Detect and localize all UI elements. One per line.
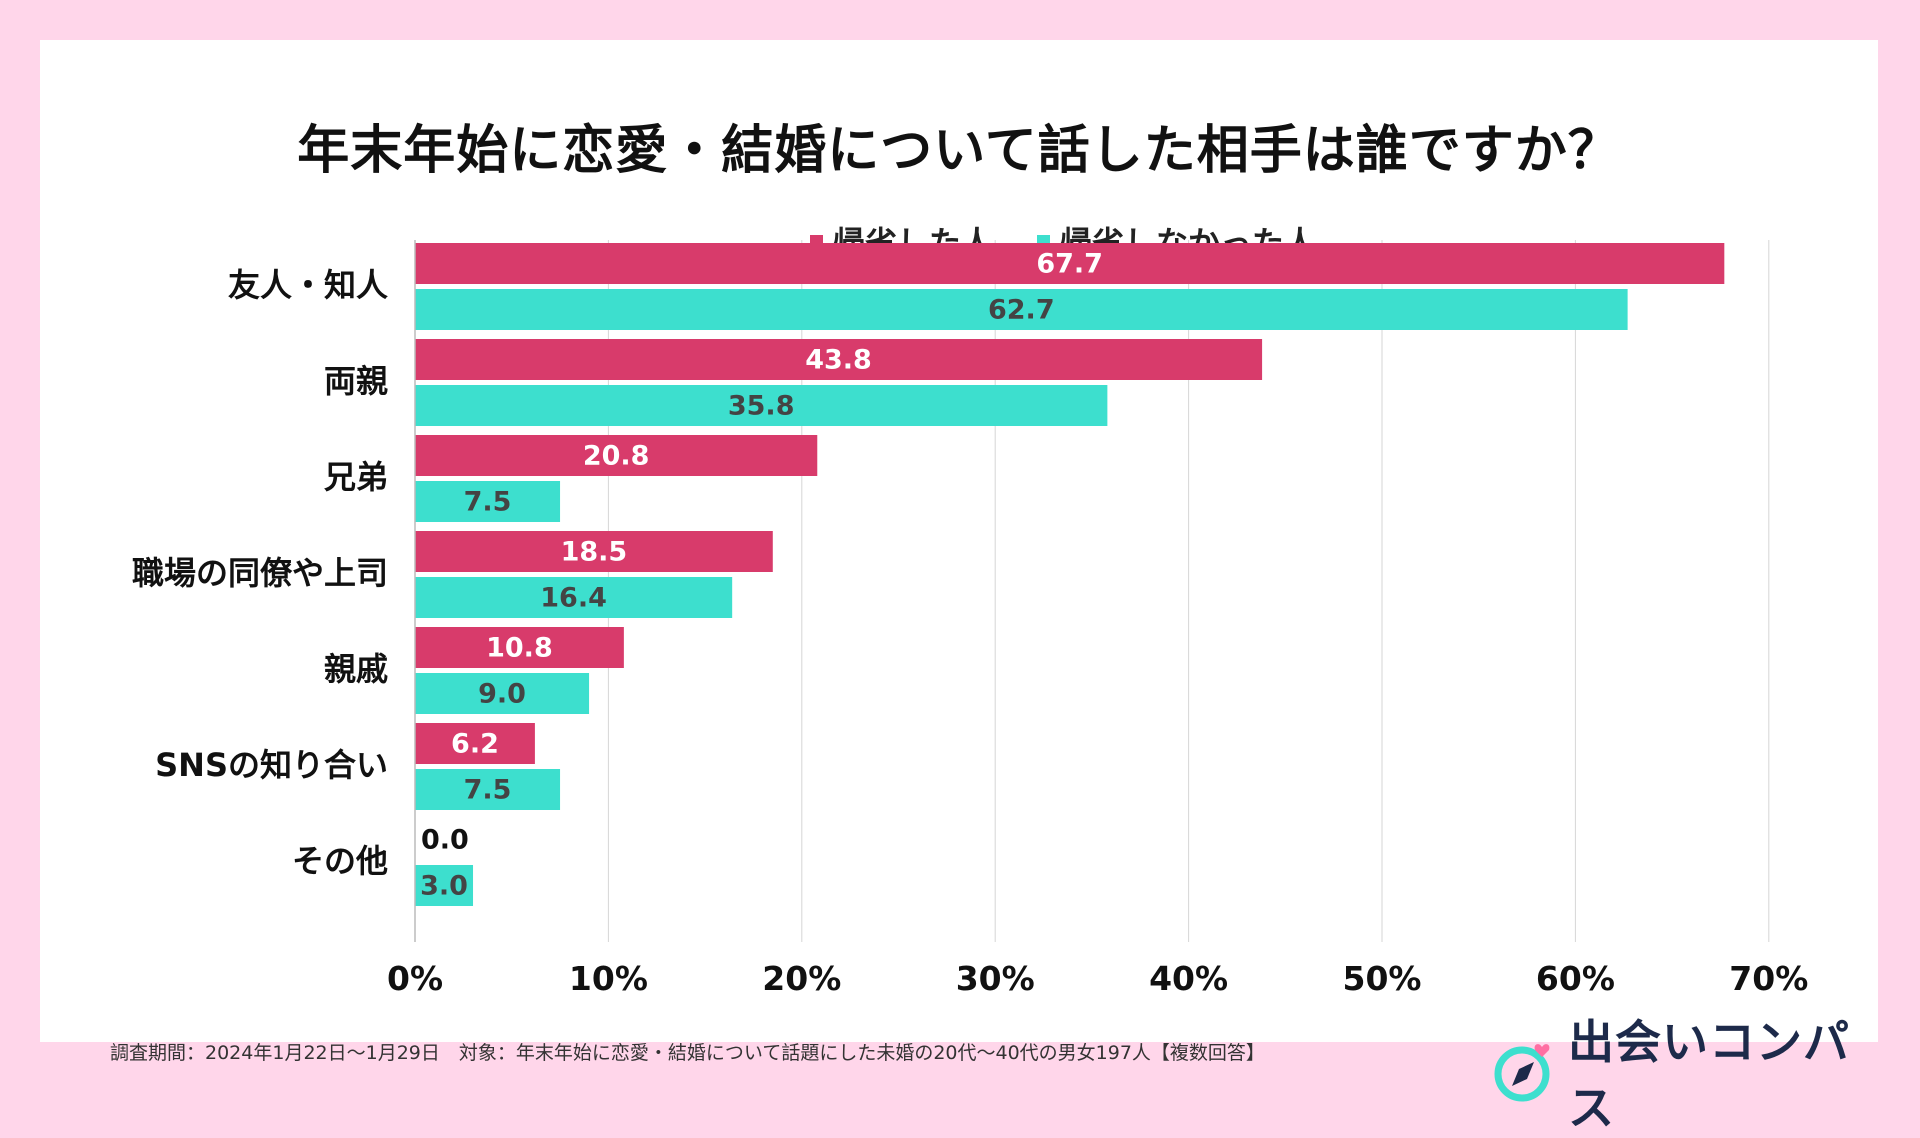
bar-value-label: 3.0 [420,871,468,902]
bar-not-returned [415,865,474,906]
bar-not-returned [415,673,590,714]
bar-returned [415,723,535,764]
bar-value-label: 0.0 [421,825,469,856]
bar-returned [415,531,773,572]
x-tick-label: 70% [1729,959,1808,998]
category-label: 兄弟 [324,458,388,496]
x-tick-label: 50% [1343,959,1422,998]
bar-not-returned [415,577,733,618]
brand-logo-block: 出会いコンパス [1492,1006,1878,1138]
bar-value-label: 18.5 [561,537,628,568]
x-tick-label: 60% [1536,959,1615,998]
bar-value-label: 20.8 [583,441,650,472]
bar-not-returned [415,289,1628,330]
bar-value-label: 10.8 [486,633,553,664]
bar-returned [415,627,624,668]
bar-chart: 67.7 62.7 友人・知人 43.8 35.8 両親 20.8 7.5 兄弟 18.5 16.4… [132,240,1808,998]
chart-title: 年末年始に恋愛・結婚について話した相手は誰ですか？ [297,121,1621,181]
compass-heart-icon [1492,1041,1554,1103]
survey-footnote: 調査期間：2024年1月22日〜1月29日 対象：年末年始に恋愛・結婚について話… [110,1042,1265,1064]
brand-name: 出会いコンパス [1568,1015,1850,1135]
bar-returned [415,339,1263,380]
x-tick-label: 40% [1149,959,1228,998]
x-tick-label: 0% [387,959,443,998]
bar-value-label: 7.5 [464,487,512,518]
bar-value-label: 62.7 [988,295,1055,326]
bar-value-label: 6.2 [451,729,499,760]
bar-not-returned [415,385,1108,426]
bar-value-label: 67.7 [1036,249,1103,280]
bar-value-label: 16.4 [540,583,607,614]
category-label: 友人・知人 [228,266,388,304]
category-label: SNSの知り合い [155,746,388,784]
x-tick-label: 10% [569,959,648,998]
category-label: その他 [292,842,388,880]
category-label: 親戚 [324,650,388,688]
bar-returned [415,435,818,476]
bar-not-returned [415,481,561,522]
chart-card: 年末年始に恋愛・結婚について話した相手は誰ですか？ 帰省した人 帰省しなかった人… [40,40,1878,1135]
bar-not-returned [415,769,561,810]
bar-value-label: 9.0 [478,679,526,710]
bar-value-label: 7.5 [464,775,512,806]
x-tick-label: 30% [956,959,1035,998]
category-label: 職場の同僚や上司 [132,554,388,592]
bar-returned [415,243,1725,284]
bar-value-label: 43.8 [805,345,872,376]
x-tick-label: 20% [762,959,841,998]
category-label: 両親 [324,362,388,400]
bar-value-label: 35.8 [728,391,795,422]
